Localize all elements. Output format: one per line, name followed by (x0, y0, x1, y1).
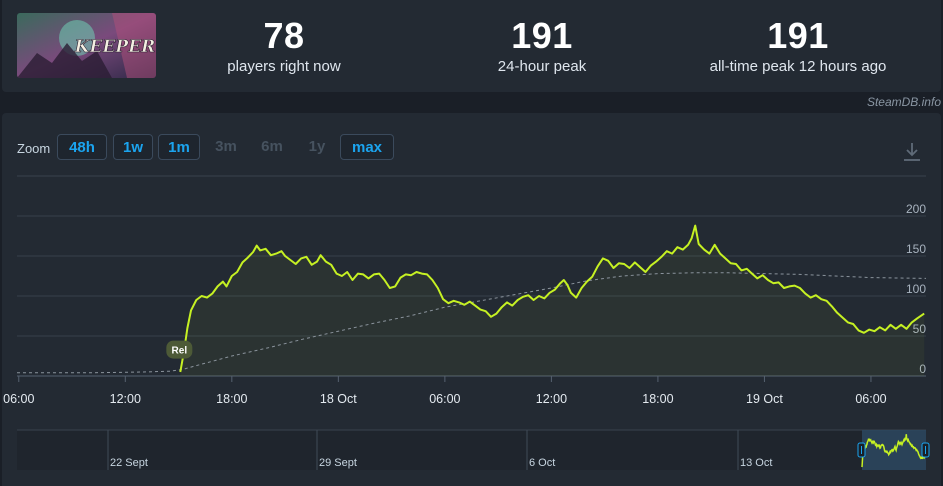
navigator-label: 22 Sept (110, 457, 148, 469)
x-tick-label: 06:00 (3, 392, 34, 406)
chart-grid (17, 175, 926, 377)
series-area (180, 225, 925, 376)
game-logo-art: KEEPER (17, 13, 156, 78)
x-tick-label: 12:00 (110, 392, 141, 406)
game-logo-text: KEEPER (74, 37, 156, 57)
x-axis-ticks: 06:00 12:00 18:00 18 Oct 06:00 12:00 18:00 19 O… (3, 376, 887, 406)
navigator-label: 6 Oct (529, 457, 555, 469)
stat-value: 191 (511, 15, 573, 56)
y-axis-ticks: 0 50 100 150 200 (906, 202, 926, 376)
stat-label: all-time peak 12 hours ago (709, 58, 887, 75)
chart-panel (2, 113, 941, 486)
chart-series (17, 224, 927, 376)
y-tick-label: 50 (913, 322, 927, 336)
release-annotation[interactable]: Rel (166, 340, 193, 359)
x-tick-label: 19 Oct (746, 392, 783, 406)
zoom-button-max[interactable]: max (340, 134, 394, 160)
stat-all-time-peak: 191 all-time peak 12 hours ago (668, 14, 928, 76)
stat-label: 24-hour peak (497, 58, 587, 75)
zoom-button-48h[interactable]: 48h (57, 134, 107, 160)
navigator-label: 13 Oct (740, 457, 772, 469)
x-tick-label: 18 Oct (320, 392, 357, 406)
zoom-button-1y[interactable]: 1y (308, 138, 326, 155)
stat-label: players right now (227, 58, 341, 75)
attribution[interactable]: SteamDB.info (866, 95, 941, 109)
zoom-button-1m[interactable]: 1m (158, 134, 200, 160)
zoom-button-3m[interactable]: 3m (215, 138, 237, 155)
navigator-label: 29 Sept (319, 457, 357, 469)
stat-value: 78 (263, 15, 305, 56)
download-icon[interactable] (902, 141, 922, 163)
stat-players-now: 78 players right now (154, 14, 414, 76)
y-tick-label: 0 (919, 362, 926, 376)
y-tick-label: 150 (906, 242, 926, 256)
y-tick-label: 200 (906, 202, 926, 216)
y-tick-label: 100 (906, 282, 926, 296)
x-tick-label: 06:00 (855, 392, 886, 406)
zoom-button-1w[interactable]: 1w (113, 134, 153, 160)
navigator-track (17, 430, 926, 470)
navigator-series-line (861, 434, 927, 468)
zoom-label: Zoom (17, 141, 51, 156)
x-tick-label: 18:00 (216, 392, 247, 406)
stat-value: 191 (767, 15, 829, 56)
stats-bar: KEEPER 78 players right now 191 24-hour … (2, 0, 941, 92)
release-marker-label: Rel (172, 346, 188, 357)
game-logo[interactable]: KEEPER (17, 13, 156, 78)
x-tick-label: 06:00 (429, 392, 460, 406)
x-tick-label: 18:00 (642, 392, 673, 406)
stat-24h-peak: 191 24-hour peak (412, 14, 672, 76)
release-marker-badge (166, 340, 193, 359)
players-line (179, 224, 925, 373)
x-tick-label: 12:00 (536, 392, 567, 406)
zoom-button-6m[interactable]: 6m (261, 138, 283, 155)
navigator[interactable]: 22 Sept 29 Sept 6 Oct 13 Oct (17, 429, 930, 470)
